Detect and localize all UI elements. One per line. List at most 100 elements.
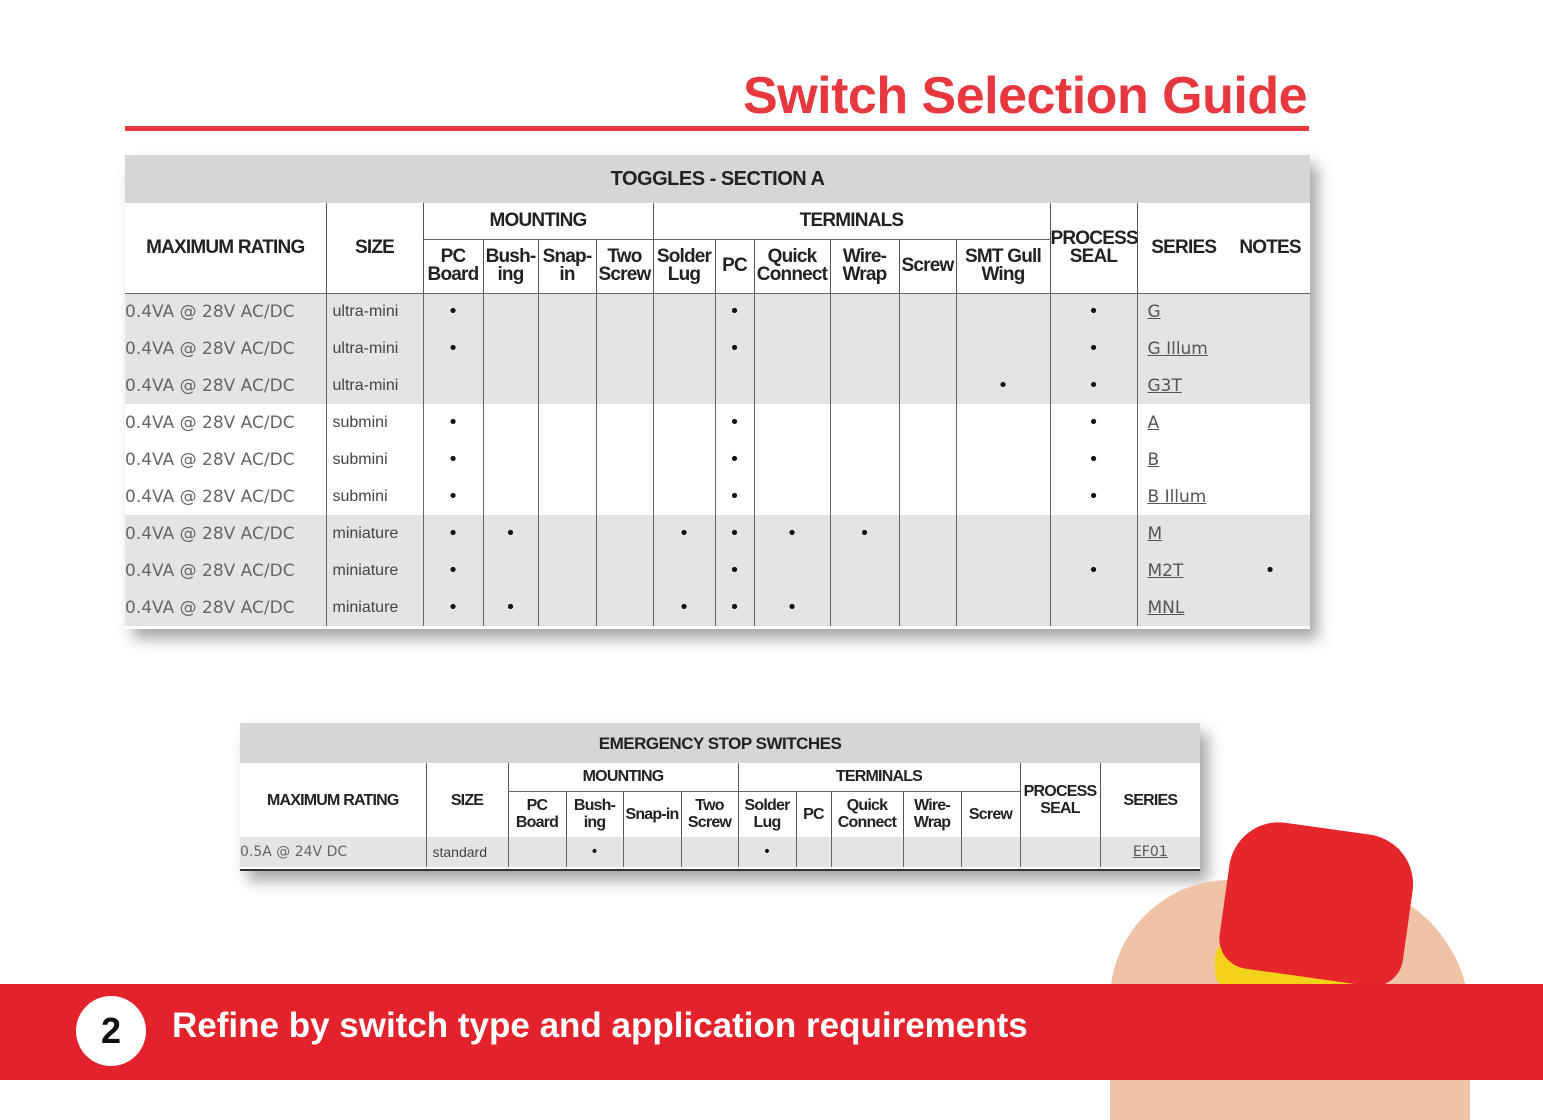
group-mounting: MOUNTING [507, 763, 738, 792]
flag-pc-board: • [422, 478, 483, 515]
flag-pc: • [714, 478, 754, 515]
col-mounting-0: PC Board [422, 239, 483, 294]
col-terminal-0: Solder Lug [652, 239, 715, 294]
table-row: 0.4VA @ 28V AC/DC ultra-mini • • G3T [125, 367, 1311, 404]
series-link[interactable]: B Illum [1147, 486, 1207, 507]
col-mounting-3: Two Screw [680, 791, 738, 837]
size-cell: submini [325, 478, 423, 515]
series-link[interactable]: M2T [1147, 560, 1184, 581]
col-size: SIZE [325, 203, 423, 294]
rating-cell: 0.4VA @ 28V AC/DC [125, 412, 295, 433]
flag-smt-gull-wing [955, 478, 1050, 515]
series-link[interactable]: G3T [1147, 375, 1182, 396]
size-cell: miniature [325, 552, 423, 589]
series-link[interactable]: M [1147, 523, 1163, 544]
flag-snap-in [537, 404, 596, 441]
flag-bushing [482, 552, 538, 589]
flag-snap-in [537, 515, 596, 552]
notes-cell [1230, 293, 1310, 330]
flag-process-seal: • [1049, 478, 1137, 515]
flag-bushing: • [482, 515, 538, 552]
flag-solder-lug: • [737, 837, 796, 867]
series-cell: G Illum [1136, 330, 1230, 367]
notes-cell [1230, 330, 1310, 367]
flag-process-seal: • [1049, 404, 1137, 441]
rating-cell: 0.5A @ 24V DC [240, 844, 348, 860]
flag-snap-in [622, 837, 681, 867]
flag-two-screw [595, 367, 653, 404]
rating-cell: 0.4VA @ 28V AC/DC [125, 523, 295, 544]
table-row: 0.4VA @ 28V AC/DC ultra-mini • • • G Illum [125, 330, 1311, 367]
flag-screw [898, 404, 956, 441]
size-cell: submini [325, 404, 423, 441]
flag-smt-gull-wing [955, 589, 1050, 626]
table-row: 0.4VA @ 28V AC/DC miniature • • • • • • M [125, 515, 1311, 552]
flag-bushing [482, 330, 538, 367]
flag-screw [898, 515, 956, 552]
flag-bushing [482, 478, 538, 515]
flag-smt-gull-wing [955, 330, 1050, 367]
notes-cell: • [1264, 560, 1276, 581]
series-link[interactable]: B [1147, 449, 1160, 470]
size-cell: miniature [325, 515, 423, 552]
series-link[interactable]: G Illum [1147, 338, 1208, 359]
col-max-rating: MAXIMUM RATING [125, 203, 326, 294]
size-cell: ultra-mini [325, 330, 423, 367]
estop-table: EMERGENCY STOP SWITCHES MAXIMUM RATING S… [240, 723, 1201, 867]
notes-cell [1230, 367, 1310, 404]
col-terminal-3: Wire-Wrap [902, 791, 961, 837]
col-mounting-3: Two Screw [595, 239, 653, 294]
toggles-table: TOGGLES - SECTION A MAXIMUM RATING SIZE … [125, 155, 1311, 626]
flag-solder-lug [652, 404, 715, 441]
col-max-rating: MAXIMUM RATING [266, 791, 399, 809]
flag-quick-connect [753, 478, 830, 515]
flag-smt-gull-wing [955, 293, 1050, 330]
table-row: 0.4VA @ 28V AC/DC submini • • • A [125, 404, 1310, 441]
section-title: EMERGENCY STOP SWITCHES [240, 723, 1201, 763]
flag-two-screw [680, 837, 738, 867]
step-text: Refine by switch type and application re… [172, 1006, 1028, 1045]
flag-quick-connect [753, 293, 830, 330]
col-series: SERIES [1136, 203, 1230, 294]
flag-pc: • [714, 330, 754, 367]
step-number-badge: 2 [76, 996, 146, 1066]
flag-pc-board: • [422, 330, 483, 367]
flag-process-seal [1019, 837, 1100, 867]
series-cell: B [1136, 441, 1230, 478]
col-terminal-0: Solder Lug [737, 791, 796, 837]
section-title: TOGGLES - SECTION A [125, 155, 1311, 203]
series-link[interactable]: EF01 [1132, 844, 1168, 860]
series-link[interactable]: G [1147, 301, 1161, 322]
flag-solder-lug [652, 330, 715, 367]
table-row: 0.4VA @ 28V AC/DC ultra-mini • • • G [125, 293, 1311, 330]
flag-smt-gull-wing [955, 404, 1050, 441]
flag-wire-wrap: • [829, 515, 899, 552]
flag-solder-lug [652, 552, 715, 589]
flag-wire-wrap [829, 293, 899, 330]
flag-snap-in [537, 552, 596, 589]
rating-cell: 0.4VA @ 28V AC/DC [125, 449, 295, 470]
flag-wire-wrap [829, 367, 899, 404]
flag-snap-in [537, 589, 596, 626]
flag-screw [898, 330, 956, 367]
series-cell: EF01 [1099, 837, 1201, 867]
flag-wire-wrap [829, 404, 899, 441]
flag-pc [795, 837, 831, 867]
flag-pc: • [714, 441, 754, 478]
flag-bushing [482, 441, 538, 478]
flag-smt-gull-wing [955, 552, 1050, 589]
table-row: 0.5A @ 24V DC standard • • EF01 [240, 837, 1201, 867]
series-link[interactable]: MNL [1147, 597, 1185, 618]
flag-solder-lug: • [652, 589, 715, 626]
group-mounting: MOUNTING [422, 203, 653, 240]
flag-two-screw [595, 552, 653, 589]
flag-pc: • [714, 589, 754, 626]
series-cell: MNL [1136, 589, 1230, 626]
flag-solder-lug [652, 478, 715, 515]
series-link[interactable]: A [1147, 412, 1160, 433]
flag-quick-connect [830, 837, 903, 867]
flag-two-screw [595, 478, 653, 515]
group-terminals: TERMINALS [652, 203, 1050, 240]
rating-cell: 0.4VA @ 28V AC/DC [125, 597, 295, 618]
flag-quick-connect [753, 441, 830, 478]
